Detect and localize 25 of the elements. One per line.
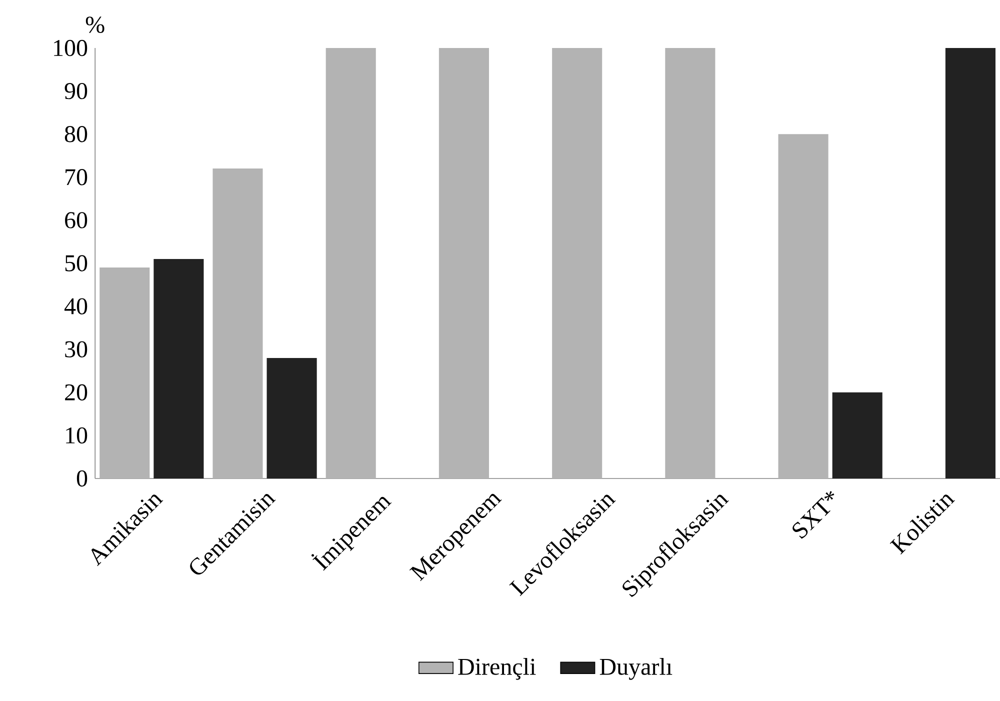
legend-label: Dirençli <box>458 658 536 680</box>
bar <box>552 48 602 479</box>
bar <box>778 134 828 479</box>
y-tick-label: 30 <box>65 341 88 358</box>
bar <box>665 48 716 479</box>
y-axis-title: % <box>86 16 104 34</box>
bar <box>832 392 882 479</box>
y-tick-label: 20 <box>65 384 88 401</box>
y-tick-label: 90 <box>64 83 88 100</box>
y-tick-label: 10 <box>66 427 88 444</box>
y-tick-label: 50 <box>65 255 88 272</box>
bar <box>154 259 204 479</box>
bar <box>326 48 376 479</box>
bar <box>212 168 263 479</box>
bar <box>945 48 996 479</box>
y-tick-label: 60 <box>65 212 88 228</box>
y-tick-label: 0 <box>76 470 88 487</box>
y-tick-label: 80 <box>64 126 88 142</box>
bar <box>266 358 317 479</box>
y-tick-label: 100 <box>54 40 88 56</box>
y-tick-label: 40 <box>64 298 88 315</box>
y-tick-label: 70 <box>66 169 88 186</box>
bar <box>438 48 489 479</box>
legend-label: Duyarlı <box>600 658 672 680</box>
bar <box>100 268 150 479</box>
